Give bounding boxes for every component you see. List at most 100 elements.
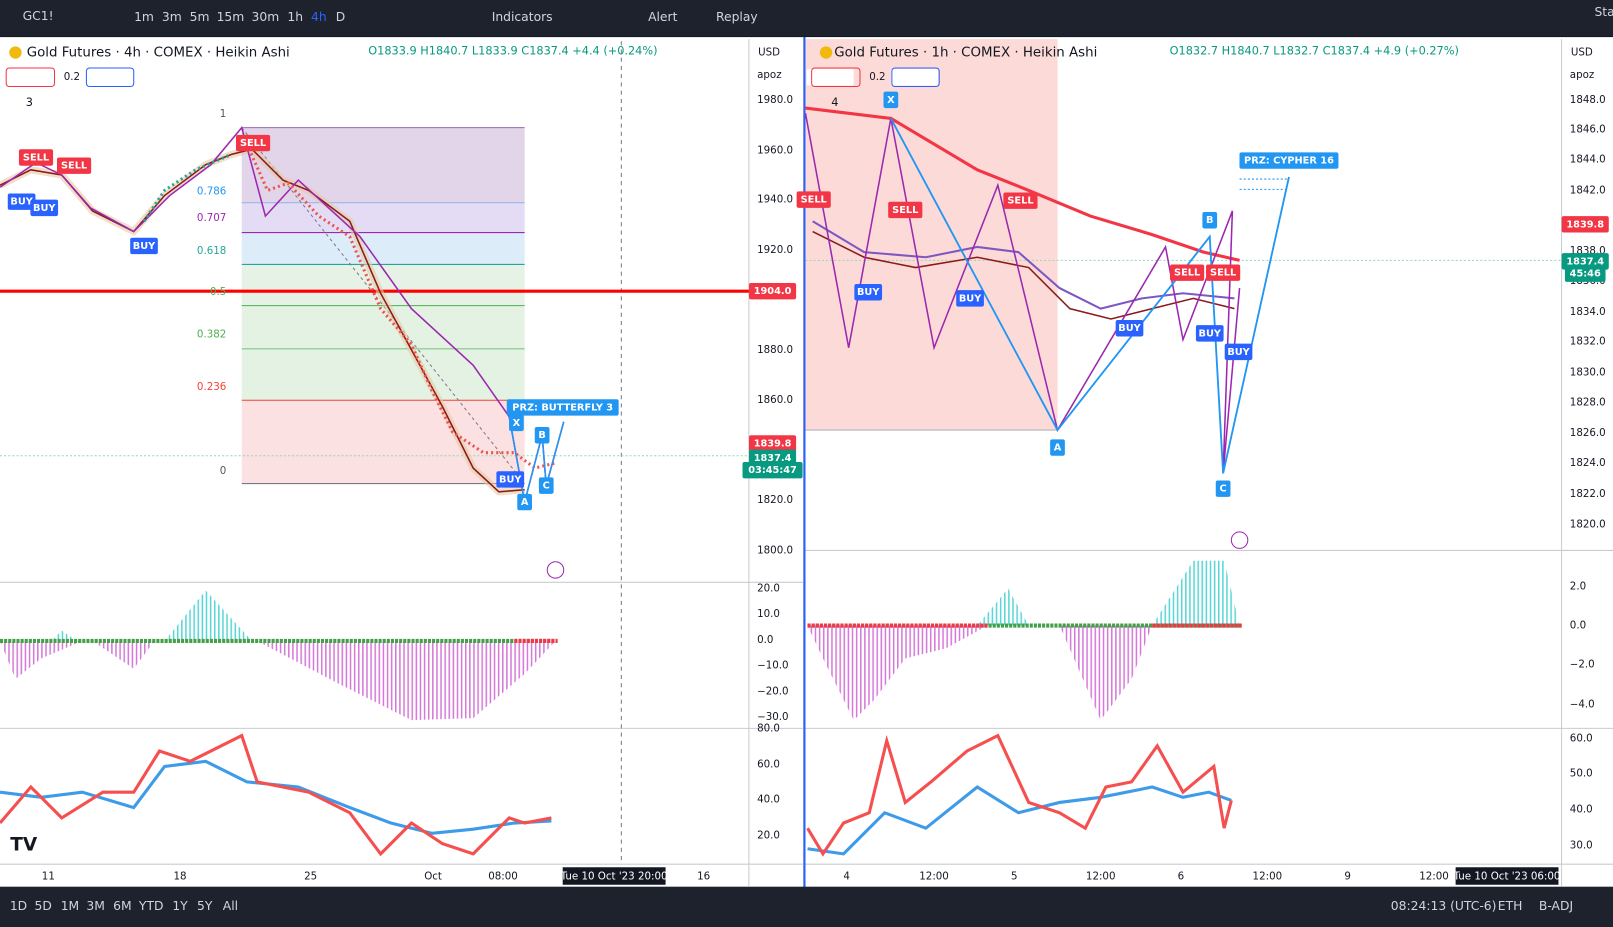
currency[interactable]: USD	[1571, 47, 1593, 59]
range-button[interactable]: YTD	[138, 899, 164, 913]
interval[interactable]: 1h	[287, 10, 303, 24]
signal-bg	[888, 201, 923, 219]
range-button[interactable]: All	[223, 899, 238, 913]
price-label: 1880.0	[757, 344, 793, 356]
time-label: Oct	[424, 871, 442, 883]
rsi-label: 40.0	[757, 793, 780, 805]
clock: 08:24:13 (UTC-6)	[1391, 899, 1497, 913]
symbol-icon	[9, 46, 22, 59]
session[interactable]: ETH	[1498, 899, 1523, 913]
pattern-point: B	[1206, 215, 1213, 226]
sell-price-bg	[806, 68, 854, 86]
time-label: 6	[1178, 871, 1185, 883]
spread: 0.2	[64, 71, 80, 83]
price-label: 1940.0	[757, 194, 793, 206]
indicator-count[interactable]: 4	[831, 96, 838, 109]
alert-icon[interactable]	[546, 561, 565, 579]
price-label: 1846.0	[1570, 124, 1606, 136]
osc-label: −30.0	[757, 711, 788, 723]
price-label: 1826.0	[1570, 427, 1606, 439]
price-tag: 1837.4	[754, 453, 792, 464]
range-button[interactable]: 1M	[61, 899, 79, 913]
osc-label: −4.0	[1570, 699, 1595, 711]
pattern-point: X	[887, 95, 895, 106]
range-button[interactable]: 6M	[113, 899, 131, 913]
time-label: 25	[304, 871, 317, 883]
logo: TV	[10, 835, 38, 856]
interval[interactable]: 1m	[134, 10, 154, 24]
cursor-time-bg	[562, 867, 666, 885]
left-rsi	[0, 733, 552, 857]
chart-title: Gold Futures · 4h · COMEX · Heikin Ashi	[27, 46, 290, 61]
account[interactable]: Sta	[1594, 5, 1613, 19]
left-oscillator	[0, 590, 558, 721]
interval[interactable]: 4h	[311, 10, 327, 24]
fib-label: 1	[220, 108, 227, 120]
price-tag: 1837.4	[1566, 256, 1604, 267]
pattern-point: B	[538, 430, 545, 441]
signal: SELL	[23, 152, 49, 163]
chart-title: Gold Futures · 1h · COMEX · Heikin Ashi	[834, 46, 1097, 61]
symbol[interactable]: GC1!	[23, 9, 54, 23]
alert-icon[interactable]	[1230, 531, 1249, 549]
adjust[interactable]: B-ADJ	[1539, 899, 1573, 913]
buy-price: 1839.9	[896, 72, 934, 83]
buy-price: 1839.9	[90, 72, 128, 83]
osc-label: 20.0	[757, 582, 780, 594]
price-tag-bg	[742, 461, 803, 479]
fib-label: 0.5	[210, 286, 226, 298]
signal: SELL	[61, 161, 87, 172]
range-button[interactable]: 1Y	[172, 899, 188, 913]
sell-price: 1839.7	[811, 72, 849, 83]
price-label: 1844.0	[1570, 154, 1606, 166]
sell-price-bg	[1, 68, 49, 86]
signal-bg	[854, 283, 883, 301]
cursor-time-bg	[1455, 867, 1559, 885]
signal: BUY	[1227, 347, 1250, 358]
time-label: 08:00	[488, 871, 518, 883]
unit: apoz	[1570, 69, 1594, 81]
osc-label: 2.0	[1570, 580, 1586, 592]
interval[interactable]: 15m	[217, 10, 245, 24]
signal-bg	[1003, 192, 1038, 209]
signal: BUY	[857, 287, 880, 298]
price-label: 1822.0	[1570, 488, 1606, 500]
interval[interactable]: 30m	[252, 10, 280, 24]
fib-label: 0.618	[197, 245, 226, 257]
price-label: 1828.0	[1570, 396, 1606, 408]
signal: BUY	[133, 241, 156, 252]
price-tag-bg	[748, 435, 797, 452]
time-label: 12:00	[1253, 871, 1283, 883]
osc-label: 10.0	[757, 608, 780, 620]
rsi-label: 60.0	[1570, 733, 1593, 745]
range-button[interactable]: 1D	[10, 899, 27, 913]
time-label: 12:00	[1419, 871, 1449, 883]
currency[interactable]: USD	[758, 47, 780, 59]
time-label: 18	[173, 871, 186, 883]
signal: SELL	[801, 195, 827, 206]
interval[interactable]: 3m	[162, 10, 182, 24]
interval[interactable]: D	[336, 10, 345, 24]
ohlc: O1832.7 H1840.7 L1832.7 C1837.4 +4.9 (+0…	[1170, 45, 1459, 58]
osc-label: 0.0	[1570, 620, 1586, 632]
range-button[interactable]: 3M	[86, 899, 104, 913]
signal-bg	[18, 149, 54, 166]
alert-button[interactable]: Alert	[648, 10, 678, 24]
indicator-count[interactable]: 3	[26, 96, 33, 109]
range-button[interactable]: 5Y	[197, 899, 213, 913]
replay-button[interactable]: Replay	[716, 10, 758, 24]
sell-box	[811, 67, 861, 87]
range-button[interactable]: 5D	[35, 899, 52, 913]
interval[interactable]: 5m	[190, 10, 210, 24]
signal: SELL	[892, 205, 918, 216]
signal: BUY	[499, 474, 522, 485]
fib-label: 0.382	[197, 328, 226, 340]
price-label: 1830.0	[1570, 366, 1606, 378]
signal-bg	[1224, 343, 1253, 361]
signal-bg	[1206, 264, 1241, 281]
sell-price: 1839.7	[6, 72, 44, 83]
indicators-button[interactable]: Indicators	[492, 10, 553, 24]
price-label: 1824.0	[1570, 457, 1606, 469]
symbol-icon	[819, 46, 833, 59]
buy-box	[891, 67, 940, 87]
